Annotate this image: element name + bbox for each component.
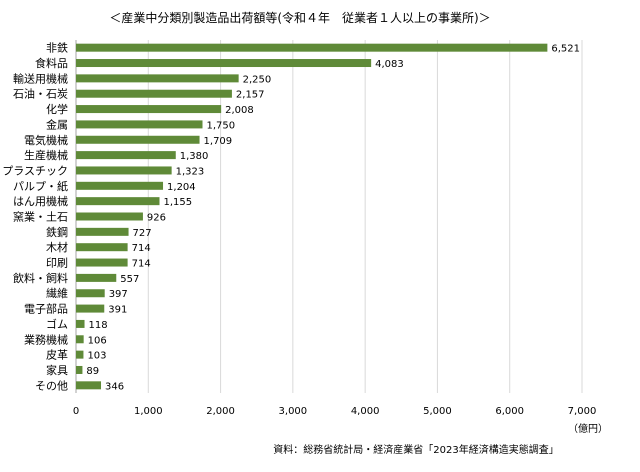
chart-title: ＜産業中分類別製造品出荷額等(令和４年 従業者１人以上の事業所)＞: [109, 10, 490, 25]
value-label: 727: [133, 228, 152, 239]
category-label: 業務機械: [24, 332, 68, 346]
x-tick-labels: 0 1,000 2,000 3,000 4,000 5,000 6,000 7,000: [73, 406, 597, 417]
value-label: 2,157: [236, 90, 265, 101]
x-tick-label: 3,000: [279, 406, 308, 417]
category-label: 化学: [46, 102, 68, 116]
bar: [76, 166, 172, 175]
category-label: 家具: [46, 363, 68, 377]
value-label: 1,750: [207, 120, 236, 131]
category-label: 木材: [46, 240, 68, 254]
bar: [76, 105, 222, 114]
x-tick-label: 7,000: [568, 406, 597, 417]
bar: [76, 319, 85, 328]
value-label: 1,155: [163, 197, 192, 208]
category-label: ゴム: [46, 317, 68, 331]
category-label: 食料品: [35, 56, 68, 70]
value-label: 1,380: [180, 151, 209, 162]
bar: [76, 350, 84, 359]
value-label: 1,204: [167, 182, 196, 193]
bar: [76, 212, 143, 221]
bar: [76, 381, 102, 390]
x-tick-label: 6,000: [495, 406, 524, 417]
value-labels: 6,521 4,083 2,250 2,157 2,008 1,750 1,709 1,380…: [86, 44, 580, 393]
source-note: 資料：総務省統計局・経済産業省「2023年経済構造実態調査」: [273, 443, 558, 456]
category-labels: 非鉄食料品輸送用機械石油・石炭化学金属電気機械生産機械プラスチックパルプ・紙はん…: [2, 41, 68, 393]
value-label: 4,083: [375, 59, 404, 70]
grid-lines: [75, 40, 583, 393]
category-label: 生産機械: [24, 148, 68, 162]
x-unit-label: （億円）: [568, 422, 608, 435]
value-label: 714: [132, 259, 151, 270]
bar: [76, 304, 105, 313]
category-label: 非鉄: [46, 41, 68, 55]
category-label: 繊維: [46, 287, 68, 300]
value-label: 1,709: [204, 136, 233, 147]
bar: [76, 181, 164, 190]
category-label: 電子部品: [24, 302, 68, 316]
bar: [76, 89, 232, 98]
bar: [76, 197, 160, 206]
category-label: 電気機械: [24, 133, 68, 147]
x-tick-label: 4,000: [351, 406, 380, 417]
value-label: 2,008: [225, 105, 254, 116]
x-tick-label: 2,000: [206, 406, 235, 417]
category-label: 金属: [46, 117, 68, 131]
bar: [76, 59, 372, 68]
value-label: 1,323: [176, 166, 205, 177]
value-label: 89: [86, 366, 99, 377]
value-label: 926: [147, 213, 166, 224]
category-label: 鉄鋼: [46, 225, 68, 239]
value-label: 6,521: [551, 44, 580, 55]
bar: [76, 289, 105, 298]
category-label: はん用機械: [13, 194, 68, 208]
value-label: 346: [105, 381, 124, 392]
value-label: 557: [120, 274, 139, 285]
category-label: パルプ・紙: [13, 179, 68, 193]
value-label: 714: [132, 243, 151, 254]
bar: [76, 335, 84, 344]
bar: [76, 120, 203, 129]
value-label: 2,250: [243, 74, 272, 85]
category-label: 輸送用機械: [13, 71, 68, 85]
category-label: その他: [35, 379, 68, 392]
bar: [76, 227, 129, 236]
bar: [76, 365, 83, 374]
value-label: 391: [108, 305, 127, 316]
category-label: プラスチック: [2, 164, 68, 177]
bar: [76, 243, 128, 252]
bar: [76, 135, 200, 144]
bars: [76, 43, 548, 390]
x-tick-label: 1,000: [134, 406, 163, 417]
bar: [76, 258, 128, 267]
bar: [76, 273, 117, 282]
x-tick-label: 0: [73, 406, 79, 417]
bar: [76, 43, 548, 52]
bar: [76, 151, 176, 160]
category-label: 印刷: [46, 257, 68, 270]
value-label: 106: [88, 335, 107, 346]
x-tick-label: 5,000: [423, 406, 452, 417]
category-label: 窯業・土石: [13, 210, 68, 224]
category-label: 石油・石炭: [13, 87, 68, 101]
value-label: 397: [109, 289, 128, 300]
bar: [76, 74, 239, 83]
value-label: 103: [87, 351, 106, 362]
value-label: 118: [89, 320, 108, 331]
category-label: 飲料・飼料: [13, 271, 68, 285]
category-label: 皮革: [46, 348, 68, 362]
